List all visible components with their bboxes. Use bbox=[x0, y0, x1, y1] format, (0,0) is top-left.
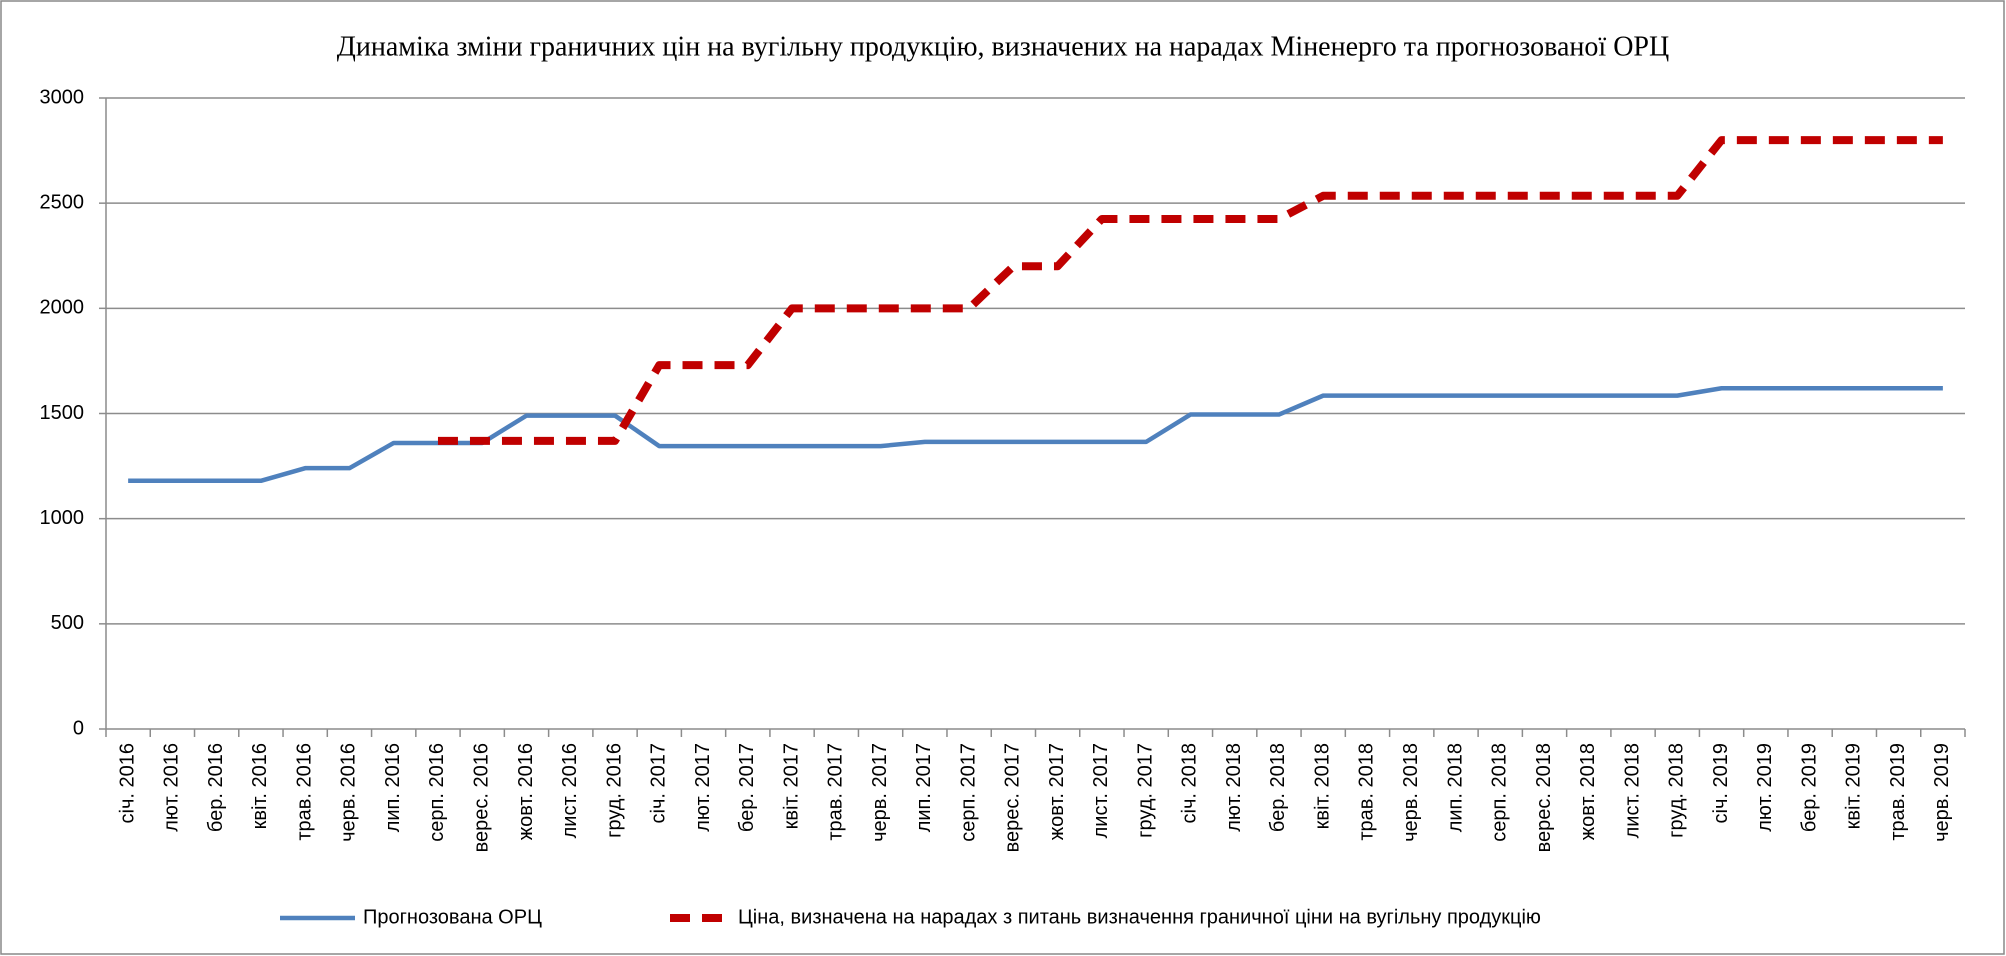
x-tick-label: квіт. 2017 bbox=[780, 743, 802, 829]
series-line bbox=[437, 136, 1943, 445]
x-tick-label: груд. 2017 bbox=[1134, 743, 1156, 838]
x-tick-label: бер. 2017 bbox=[736, 743, 758, 832]
x-tick-label: трав. 2019 bbox=[1887, 743, 1909, 841]
x-tick-label: лист. 2017 bbox=[1090, 743, 1112, 838]
y-tick-label: 500 bbox=[51, 612, 84, 634]
x-tick-label: трав. 2017 bbox=[825, 743, 847, 841]
x-tick-label: трав. 2018 bbox=[1356, 743, 1378, 841]
y-tick-label: 2000 bbox=[40, 297, 85, 319]
x-tick-label: бер. 2016 bbox=[205, 743, 227, 832]
x-tick-label: квіт. 2018 bbox=[1311, 743, 1333, 829]
y-tick-label: 2500 bbox=[40, 191, 85, 213]
y-tick-label: 1000 bbox=[40, 507, 85, 529]
x-tick-label: верес. 2016 bbox=[471, 743, 493, 852]
x-tick-label: лист. 2016 bbox=[559, 743, 581, 838]
x-tick-label: груд. 2018 bbox=[1666, 743, 1688, 838]
x-tick-label: квіт. 2019 bbox=[1843, 743, 1865, 829]
x-tick-label: лип. 2016 bbox=[382, 743, 404, 832]
x-tick-label: лист. 2018 bbox=[1621, 743, 1643, 838]
x-tick-label: серп. 2016 bbox=[426, 743, 448, 842]
x-tick-label: бер. 2018 bbox=[1267, 743, 1289, 832]
x-tick-label: січ. 2019 bbox=[1710, 743, 1732, 823]
x-tick-label: жовт. 2018 bbox=[1577, 743, 1599, 840]
x-tick-label: черв. 2019 bbox=[1931, 743, 1953, 842]
x-tick-label: верес. 2018 bbox=[1533, 743, 1555, 852]
legend-label: Прогнозована ОРЦ bbox=[363, 906, 542, 928]
x-tick-label: січ. 2016 bbox=[116, 743, 138, 823]
x-tick-label: січ. 2018 bbox=[1179, 743, 1201, 823]
y-tick-label: 3000 bbox=[40, 86, 85, 108]
x-tick-label: черв. 2016 bbox=[338, 743, 360, 842]
x-tick-label: груд. 2016 bbox=[603, 743, 625, 838]
x-tick-label: бер. 2019 bbox=[1798, 743, 1820, 832]
x-tick-label: лип. 2018 bbox=[1444, 743, 1466, 832]
x-tick-label: черв. 2018 bbox=[1400, 743, 1422, 842]
x-tick-label: лют. 2017 bbox=[692, 743, 714, 832]
x-tick-label: черв. 2017 bbox=[869, 743, 891, 842]
series-line bbox=[128, 386, 1943, 484]
x-tick-label: жовт. 2017 bbox=[1046, 743, 1068, 840]
x-tick-label: серп. 2018 bbox=[1489, 743, 1511, 842]
x-tick-label: трав. 2016 bbox=[293, 743, 315, 841]
chart-title: Динаміка зміни граничних цін на вугільну… bbox=[337, 31, 1669, 62]
x-tick-label: січ. 2017 bbox=[648, 743, 670, 823]
x-tick-label: серп. 2017 bbox=[957, 743, 979, 842]
y-tick-label: 0 bbox=[73, 717, 84, 739]
legend-label: Ціна, визначена на нарадах з питань визн… bbox=[738, 906, 1541, 928]
x-tick-label: верес. 2017 bbox=[1002, 743, 1024, 852]
x-tick-label: квіт. 2016 bbox=[249, 743, 271, 829]
x-tick-label: лип. 2017 bbox=[913, 743, 935, 832]
x-tick-label: лют. 2019 bbox=[1754, 743, 1776, 832]
x-tick-label: лют. 2016 bbox=[161, 743, 183, 832]
x-tick-label: жовт. 2016 bbox=[515, 743, 537, 840]
y-tick-label: 1500 bbox=[40, 402, 85, 424]
x-tick-label: лют. 2018 bbox=[1223, 743, 1245, 832]
